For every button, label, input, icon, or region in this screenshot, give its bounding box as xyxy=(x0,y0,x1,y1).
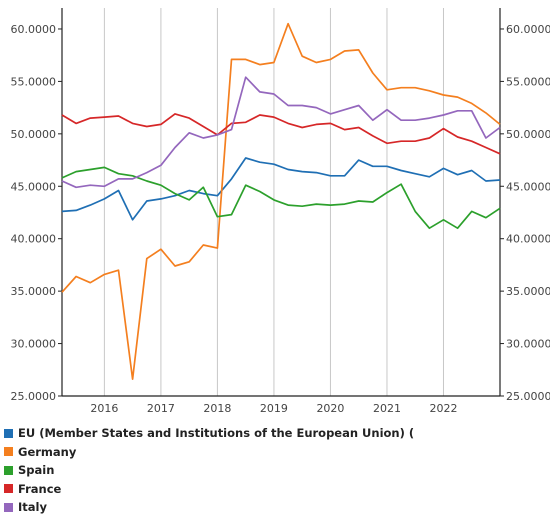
x-tick-label: 2017 xyxy=(147,402,175,415)
legend-item: EU (Member States and Institutions of th… xyxy=(4,424,550,443)
y-tick-label-right: 30.0000 xyxy=(506,338,550,351)
y-tick-label-right: 55.0000 xyxy=(506,75,550,88)
y-tick-label-left: 40.0000 xyxy=(11,233,57,246)
legend-swatch xyxy=(4,484,13,494)
y-tick-label-right: 50.0000 xyxy=(506,128,550,141)
line-chart: 25.0000 30.0000 35.0000 40.0000 45.0000 50.00… xyxy=(11,8,550,415)
x-tick-label: 2018 xyxy=(203,402,231,415)
legend-label: Italy xyxy=(18,500,47,515)
y-tick-label-right: 60.0000 xyxy=(506,23,550,36)
y-tick-labels-right: 25.0000 30.0000 35.0000 40.0000 45.0000 50.00… xyxy=(500,23,550,403)
y-tick-label-left: 45.0000 xyxy=(11,180,57,193)
x-tick-labels: 2016 2017 2018 2019 2020 2021 2022 xyxy=(90,402,457,415)
y-tick-label-left: 35.0000 xyxy=(11,285,57,298)
legend-label: Germany xyxy=(18,444,77,459)
y-tick-label-left: 60.0000 xyxy=(11,23,57,36)
legend-swatch xyxy=(4,447,13,457)
legend-item: Spain xyxy=(4,461,550,480)
legend-item: France xyxy=(4,480,550,499)
y-tick-labels-left: 25.0000 30.0000 35.0000 40.0000 45.0000 50.00… xyxy=(11,23,62,403)
legend-swatch xyxy=(4,502,13,512)
legend-item: Italy xyxy=(4,498,550,517)
series-line-4 xyxy=(61,76,501,189)
legend-swatch xyxy=(4,428,13,438)
series-line-2 xyxy=(61,166,501,230)
legend-item: Germany xyxy=(4,443,550,462)
legend-label: Spain xyxy=(18,463,55,478)
y-tick-label-right: 25.0000 xyxy=(506,390,550,403)
legend: EU (Member States and Institutions of th… xyxy=(4,424,550,517)
y-tick-label-left: 50.0000 xyxy=(11,128,57,141)
x-tick-label: 2016 xyxy=(90,402,118,415)
legend-swatch xyxy=(4,465,13,475)
legend-label: EU (Member States and Institutions of th… xyxy=(18,426,415,441)
y-tick-label-left: 30.0000 xyxy=(11,338,57,351)
x-tick-label: 2019 xyxy=(260,402,288,415)
x-tick-label: 2021 xyxy=(373,402,401,415)
y-tick-label-left: 25.0000 xyxy=(11,390,57,403)
series-line-3 xyxy=(61,113,501,155)
grid-lines xyxy=(103,8,444,396)
y-tick-label-left: 55.0000 xyxy=(11,75,57,88)
series-line-1 xyxy=(61,22,501,381)
y-tick-label-right: 45.0000 xyxy=(506,180,550,193)
y-tick-label-right: 40.0000 xyxy=(506,233,550,246)
y-tick-label-right: 35.0000 xyxy=(506,285,550,298)
series-lines xyxy=(61,22,501,381)
x-tick-label: 2020 xyxy=(316,402,344,415)
x-tick-label: 2022 xyxy=(429,402,457,415)
legend-label: France xyxy=(18,481,62,496)
series-line-0 xyxy=(61,157,501,221)
